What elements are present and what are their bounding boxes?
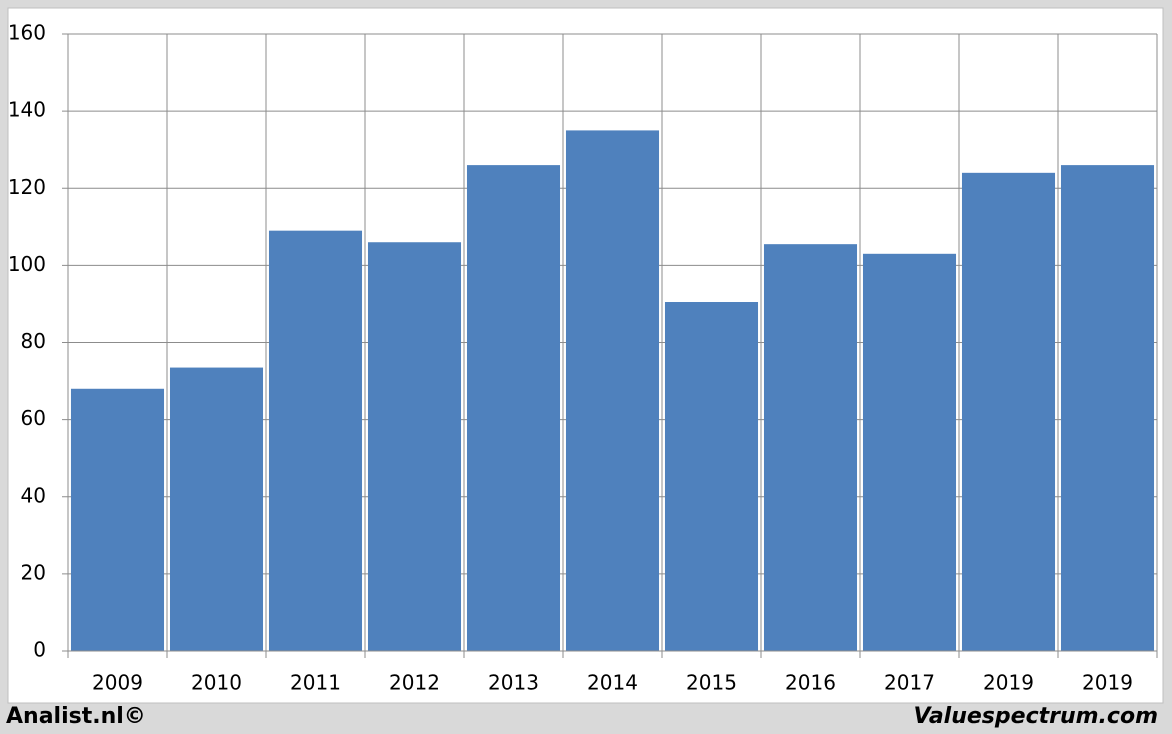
- y-tick-label: 140: [8, 98, 46, 122]
- y-tick-label: 20: [21, 560, 46, 584]
- y-tick-label: 120: [8, 175, 46, 199]
- bar: [1060, 165, 1155, 652]
- bar: [169, 367, 264, 651]
- x-tick-label: 2009: [92, 671, 143, 695]
- footer-left: Analist.nl©: [6, 704, 146, 729]
- x-tick-label: 2019: [1082, 671, 1133, 695]
- bar: [565, 130, 660, 651]
- bar: [70, 388, 165, 651]
- y-tick-label: 80: [21, 329, 46, 353]
- x-tick-label: 2019: [983, 671, 1034, 695]
- bar: [268, 230, 363, 651]
- bar: [763, 244, 858, 651]
- bar: [961, 172, 1056, 651]
- y-tick-label: 100: [8, 252, 46, 276]
- x-tick-label: 2017: [884, 671, 935, 695]
- y-tick-label: 160: [8, 21, 46, 45]
- x-tick-label: 2012: [389, 671, 440, 695]
- x-tick-label: 2011: [290, 671, 341, 695]
- x-tick-label: 2016: [785, 671, 836, 695]
- bar: [862, 253, 957, 651]
- y-tick-label: 0: [33, 638, 46, 662]
- x-tick-label: 2013: [488, 671, 539, 695]
- footer-right: Valuespectrum.com: [914, 704, 1158, 729]
- bar: [367, 242, 462, 652]
- x-tick-label: 2014: [587, 671, 638, 695]
- x-tick-label: 2015: [686, 671, 737, 695]
- bar: [466, 165, 561, 652]
- x-tick-label: 2010: [191, 671, 242, 695]
- y-tick-label: 60: [21, 406, 46, 430]
- bar: [664, 302, 759, 651]
- y-tick-label: 40: [21, 483, 46, 507]
